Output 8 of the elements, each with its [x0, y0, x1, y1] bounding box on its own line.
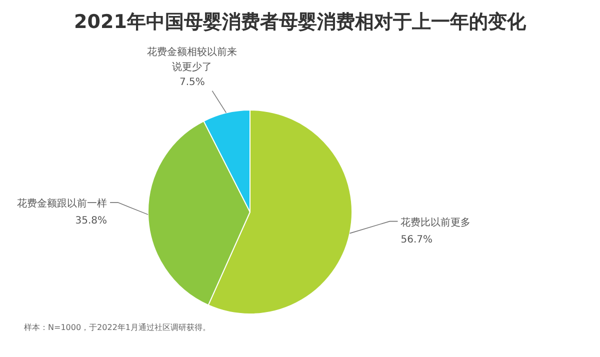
slice-label: 花费金额相较以前来说更少了	[147, 46, 238, 73]
data-label: 56.7%	[400, 234, 433, 246]
chart-title: 2021年中国母婴消费者母婴消费相对于上一年的变化	[74, 11, 527, 33]
data-label: 7.5%	[179, 76, 205, 88]
text: 样本：N=1000，于2022年1月通过社区调研获得。	[24, 323, 210, 332]
data-label: 35.8%	[75, 216, 108, 227]
slice-label: 花费金额跟以前一样	[17, 198, 108, 210]
slice-label: 花费比以前更多	[400, 216, 471, 228]
